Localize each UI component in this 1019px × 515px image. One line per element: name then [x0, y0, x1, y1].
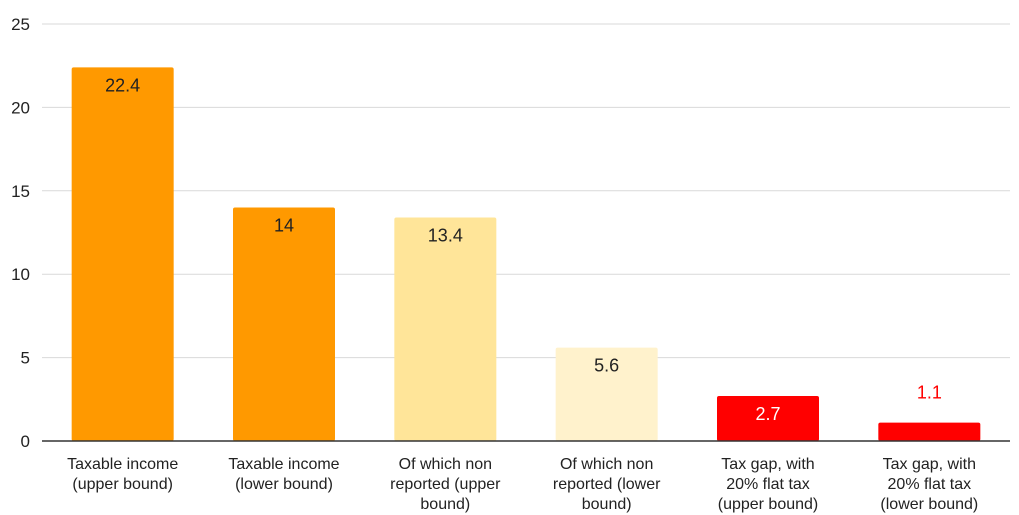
bar-value-label: 22.4	[105, 75, 140, 95]
x-category-label-line: Tax gap, with	[721, 456, 814, 473]
x-category-label: Tax gap, with 20% flat tax (upper bound)	[718, 456, 819, 513]
x-category-label-line: Taxable income	[67, 456, 178, 473]
y-tick-label: 15	[11, 182, 30, 201]
x-category-label-line: bound)	[582, 496, 632, 513]
bar	[71, 67, 174, 442]
y-tick-label: 10	[11, 265, 30, 284]
x-category-label-line: 20% flat tax	[726, 476, 810, 493]
bar-value-label: 2.7	[755, 404, 780, 424]
x-category-label-line: Of which non	[560, 456, 653, 473]
y-tick-label: 0	[21, 432, 30, 451]
x-category-label-line: (lower bound)	[235, 476, 333, 493]
x-category-label: Of which non reported (lower bound)	[553, 456, 661, 513]
y-tick-label: 25	[11, 15, 30, 34]
bar-value-label: 1.1	[917, 383, 942, 403]
x-category-label: Taxable income (upper bound)	[67, 456, 178, 493]
x-category-label-line: reported (upper	[390, 476, 501, 493]
x-category-label: Taxable income (lower bound)	[228, 456, 339, 493]
x-category-label-line: bound)	[420, 496, 470, 513]
y-tick-label: 5	[21, 349, 30, 368]
x-category-label: Of which non reported (upper bound)	[390, 456, 501, 513]
bar-value-label: 13.4	[428, 225, 463, 245]
y-tick-label: 20	[11, 98, 30, 117]
bar	[878, 422, 981, 441]
x-category-label-line: (lower bound)	[880, 496, 978, 513]
bar-value-label: 5.6	[594, 356, 619, 376]
bar	[717, 395, 819, 441]
bar	[555, 347, 658, 441]
x-category-label-line: (upper bound)	[72, 476, 173, 493]
x-category-label-line: (upper bound)	[718, 496, 819, 513]
x-category-label-line: Of which non	[399, 456, 492, 473]
bar-value-label: 14	[274, 215, 294, 235]
x-category-label-line: reported (lower	[553, 476, 661, 493]
bar	[394, 217, 497, 441]
x-category-label: Tax gap, with 20% flat tax (lower bound)	[880, 456, 978, 513]
bar	[233, 207, 335, 441]
x-category-label-line: 20% flat tax	[888, 476, 972, 493]
x-category-label-line: Tax gap, with	[883, 456, 976, 473]
x-category-label-line: Taxable income	[228, 456, 339, 473]
